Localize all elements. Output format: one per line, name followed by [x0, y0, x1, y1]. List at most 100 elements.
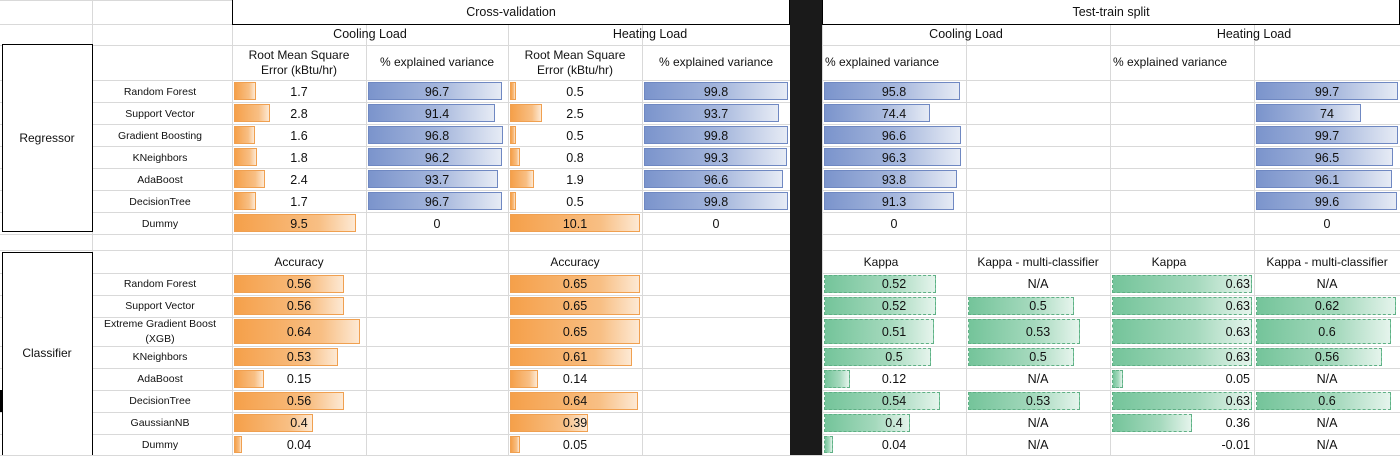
rmse-bar — [510, 170, 535, 188]
accuracy-bar — [510, 436, 520, 453]
variance-value: 96.8 — [424, 129, 450, 143]
variance-value: 99.8 — [703, 129, 729, 143]
accuracy-header: Accuracy — [274, 255, 324, 269]
grid-col-line — [642, 0, 643, 455]
variance-bar — [824, 148, 961, 166]
grid-col-line — [966, 0, 967, 455]
accuracy-bar — [234, 436, 242, 453]
variance-value: 96.5 — [1314, 151, 1340, 165]
grid-row-line — [0, 250, 1400, 251]
rmse-value: 0.5 — [566, 85, 584, 99]
kappa-bar — [1256, 319, 1392, 344]
variance-value: 95.8 — [881, 85, 907, 99]
variance-bar — [824, 192, 954, 210]
kappa-multi-value: N/A — [1027, 438, 1049, 452]
variance-bar — [644, 192, 788, 210]
variance-value: 99.6 — [1314, 195, 1340, 209]
rmse-header: Root Mean Square Error (kBtu/hr) — [248, 48, 350, 77]
variance-value: 96.1 — [1314, 173, 1340, 187]
explained-variance-header: % explained variance — [825, 55, 940, 69]
kappa-bar — [1112, 348, 1252, 366]
variance-value: 99.8 — [703, 85, 729, 99]
regressor-row-name: Random Forest — [123, 86, 197, 98]
variance-value: 93.7 — [424, 173, 450, 187]
variance-bar — [644, 148, 787, 166]
kappa-value: 0.51 — [881, 325, 907, 339]
accuracy-value: 0.64 — [562, 394, 588, 408]
variance-value: 0 — [712, 217, 720, 231]
cooling-load-header: Cooling Load — [929, 27, 1003, 41]
grid-row-line — [0, 102, 1400, 103]
grid-row-line — [0, 390, 1400, 391]
accuracy-value: 0.56 — [286, 277, 312, 291]
variance-bar — [368, 82, 503, 100]
accuracy-value: 0.39 — [562, 416, 588, 430]
test-train-split-title: Test-train split — [1072, 5, 1150, 19]
rmse-bar — [510, 82, 517, 100]
kappa-multi-value: N/A — [1027, 277, 1049, 291]
regressor-row-name: Dummy — [141, 218, 179, 230]
explained-variance-header: % explained variance — [658, 55, 774, 69]
variance-value: 96.7 — [424, 195, 450, 209]
rmse-value: 0.8 — [566, 151, 584, 165]
kappa-bar — [824, 414, 910, 432]
explained-variance-header: % explained variance — [1113, 55, 1228, 69]
accuracy-value: 0.05 — [562, 438, 588, 452]
variance-value: 96.2 — [424, 151, 450, 165]
kappa-bar — [1256, 348, 1383, 366]
kappa-bar — [824, 297, 936, 315]
variance-value: 99.7 — [1314, 85, 1340, 99]
kappa-bar — [824, 392, 940, 410]
kappa-bar — [1112, 319, 1252, 344]
variance-bar — [644, 170, 784, 188]
accuracy-bar — [510, 297, 640, 315]
accuracy-bar — [234, 370, 264, 388]
regressor-row-name: KNeighbors — [132, 152, 188, 164]
accuracy-bar — [234, 348, 339, 366]
kappa-value: 0.4 — [885, 416, 903, 430]
kappa-bar — [824, 275, 936, 293]
variance-value: 0 — [1323, 217, 1331, 231]
variance-value: 93.8 — [881, 173, 907, 187]
kappa-multi-header: Kappa - multi-classifier — [1266, 255, 1388, 269]
kappa-bar — [1256, 297, 1396, 315]
kappa-multi-value: 0.53 — [1025, 325, 1051, 339]
accuracy-value: 0.53 — [286, 350, 312, 364]
grid-row-line — [0, 124, 1400, 125]
kappa-value: 0.5 — [885, 350, 903, 364]
accuracy-bar — [234, 319, 361, 344]
variance-bar — [1256, 192, 1398, 210]
grid-row-line — [0, 412, 1400, 413]
classifier-row-name: Support Vector — [125, 300, 195, 312]
kappa-multi-value: 0.5 — [1029, 350, 1047, 364]
accuracy-value: 0.14 — [562, 372, 588, 386]
accuracy-value: 0.61 — [562, 350, 588, 364]
variance-bar — [1256, 148, 1394, 166]
grid-row-line — [0, 45, 1400, 46]
variance-value: 96.7 — [424, 85, 450, 99]
accuracy-bar — [234, 414, 313, 432]
variance-bar — [644, 104, 779, 122]
kappa-bar — [1112, 370, 1124, 388]
kappa-multi-value: 0.5 — [1029, 299, 1047, 313]
cooling-load-header: Cooling Load — [333, 27, 407, 41]
kappa-multi-value: 0.6 — [1318, 394, 1336, 408]
variance-value: 99.7 — [1314, 129, 1340, 143]
variance-bar — [644, 82, 788, 100]
accuracy-bar — [510, 275, 640, 293]
kappa-bar — [1256, 392, 1392, 410]
classifier-row-name: Extreme Gradient Boost (XGB) — [103, 318, 217, 345]
regressor-row-name: DecisionTree — [129, 196, 191, 208]
kappa-bar — [824, 319, 934, 344]
rmse-bar — [234, 214, 357, 232]
rmse-bar — [510, 104, 543, 122]
variance-bar — [824, 126, 962, 144]
accuracy-value: 0.15 — [286, 372, 312, 386]
kappa-value: -0.01 — [1221, 438, 1251, 452]
variance-bar — [368, 126, 503, 144]
variance-value: 99.8 — [703, 195, 729, 209]
rmse-value: 10.1 — [562, 217, 588, 231]
variance-bar — [824, 170, 958, 188]
regressor-row-name: Gradient Boosting — [117, 130, 203, 142]
kappa-value: 0.63 — [1225, 325, 1250, 339]
